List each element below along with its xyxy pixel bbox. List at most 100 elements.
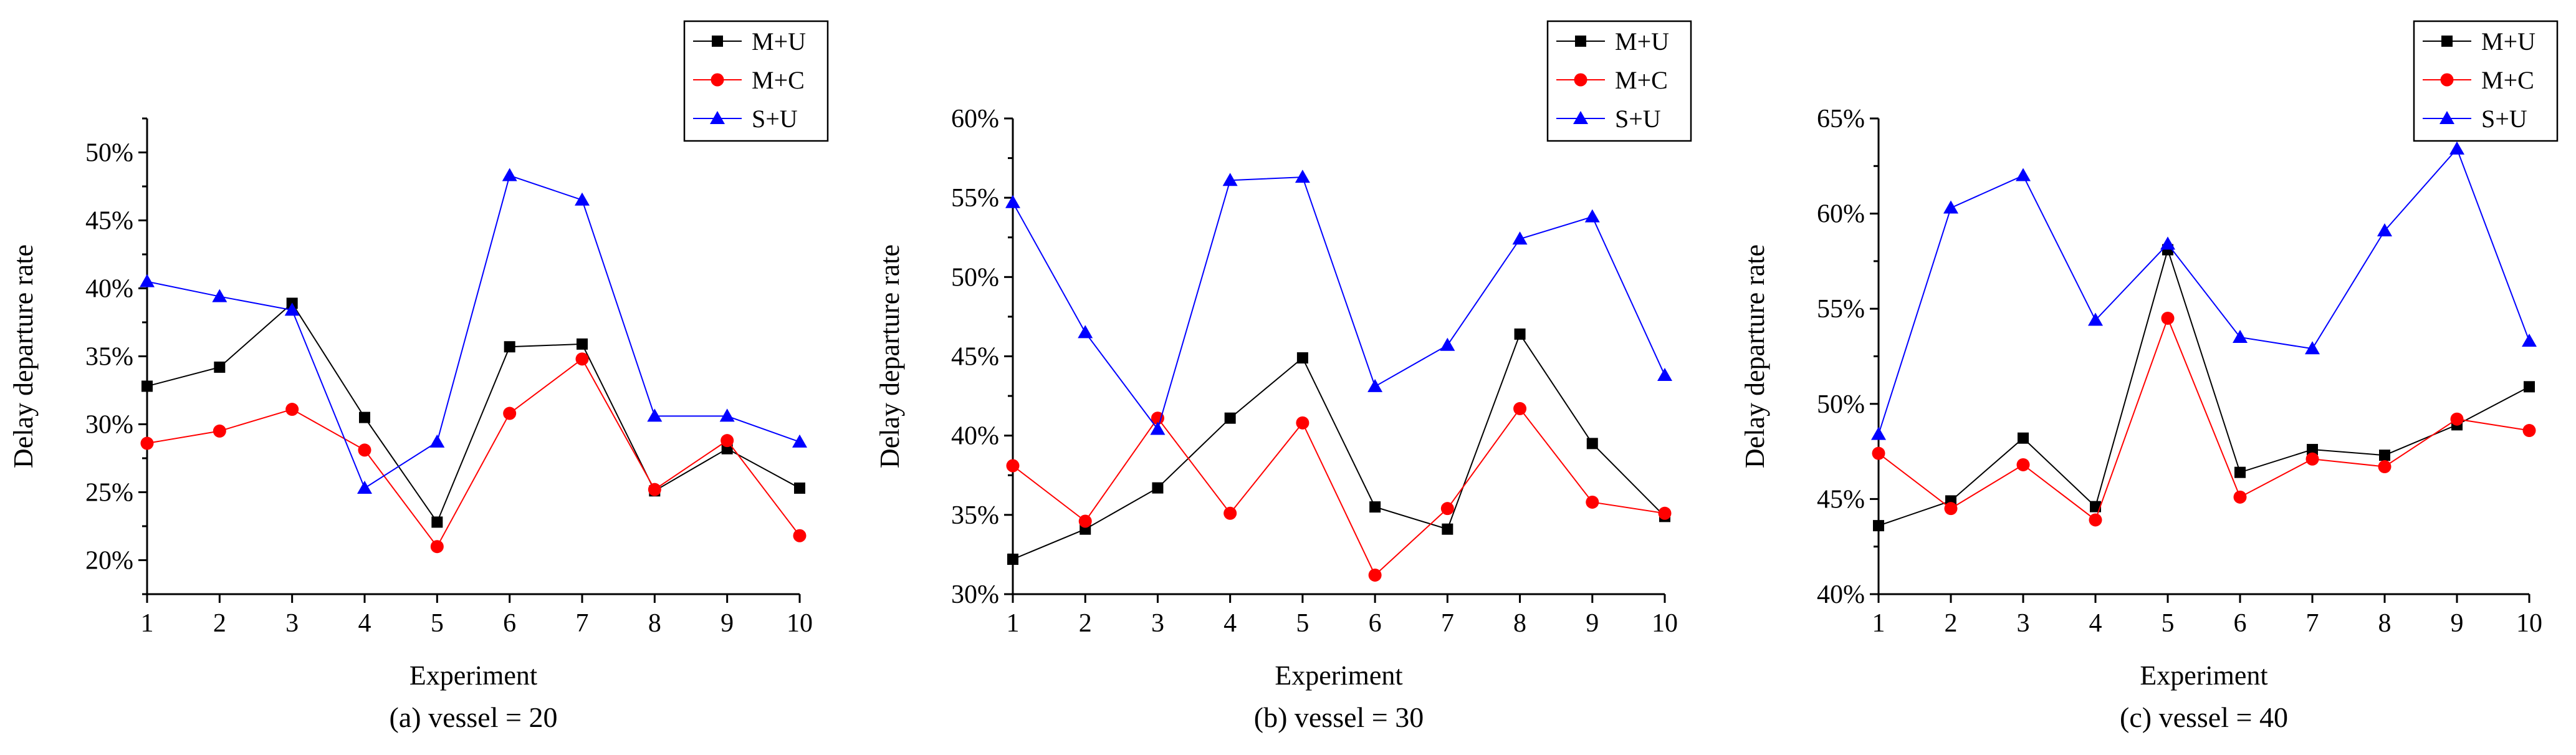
data-point: [1078, 325, 1093, 339]
y-tick-label: 50%: [85, 139, 133, 168]
data-point: [357, 480, 372, 494]
x-tick-label: 10: [1652, 609, 1678, 638]
series-line: [146, 175, 800, 489]
data-point: [2305, 452, 2319, 466]
y-tick-label: 60%: [951, 105, 999, 133]
legend-label: S+U: [1615, 105, 1661, 133]
data-point: [1943, 200, 1958, 214]
legend-label: M+C: [752, 66, 805, 94]
data-point: [1586, 495, 1599, 509]
x-tick-label: 1: [141, 609, 154, 638]
data-point: [577, 338, 588, 350]
data-point: [2522, 334, 2537, 347]
data-point: [1006, 459, 1020, 473]
data-point: [1873, 520, 1884, 532]
chart-caption: (c) vessel = 40: [2120, 701, 2288, 733]
data-point: [1584, 209, 1600, 223]
x-tick-label: 4: [358, 609, 371, 638]
data-point: [1440, 502, 1454, 516]
legend-marker: [711, 73, 724, 87]
legend-label: M+C: [1615, 66, 1668, 94]
data-point: [2234, 466, 2246, 478]
chart-panel: 1 2 3 4 5 6 7 8 9 10 20% 25% 30% 35% 40% 45% 50% Experime…: [8, 20, 829, 733]
y-tick-label: 65%: [1817, 105, 1865, 133]
series-line: [146, 358, 800, 548]
data-point: [2016, 458, 2030, 471]
legend-label: S+U: [752, 105, 798, 133]
x-tick-label: 1: [1872, 609, 1885, 638]
data-point: [792, 434, 807, 448]
data-point: [794, 482, 805, 494]
x-tick-label: 3: [2017, 609, 2030, 638]
series-line: [146, 302, 800, 524]
series-M+C: [1006, 402, 1672, 582]
data-point: [2016, 168, 2031, 181]
data-point: [2160, 236, 2175, 250]
data-point: [1658, 506, 1672, 520]
series-S+U: [1005, 170, 1672, 435]
data-point: [2090, 501, 2101, 512]
data-point: [1295, 170, 1310, 183]
data-point: [141, 380, 153, 392]
y-tick-label: 45%: [951, 343, 999, 372]
legend-marker: [1575, 36, 1586, 47]
x-tick-label: 5: [2162, 609, 2175, 638]
legend-marker: [1574, 73, 1587, 87]
data-point: [2233, 490, 2247, 504]
x-tick-label: 1: [1007, 609, 1020, 638]
series-M+U: [1873, 244, 2535, 532]
x-tick-label: 9: [721, 609, 734, 638]
data-point: [2377, 223, 2392, 237]
y-tick-label: 35%: [85, 343, 133, 372]
y-tick-label: 45%: [1817, 485, 1865, 514]
data-point: [2379, 450, 2390, 461]
data-point: [284, 302, 300, 316]
data-point: [429, 434, 445, 448]
y-tick-label: 55%: [951, 184, 999, 213]
data-point: [358, 443, 371, 457]
legend-marker: [1573, 111, 1588, 124]
y-tick-label: 30%: [951, 580, 999, 609]
data-point: [2233, 329, 2248, 343]
x-tick-label: 5: [431, 609, 444, 638]
series-S+U: [1871, 141, 2537, 440]
data-point: [285, 403, 299, 416]
x-tick-label: 7: [576, 609, 589, 638]
x-tick-label: 6: [503, 609, 516, 638]
y-tick-label: 35%: [951, 501, 999, 530]
series-M+C: [140, 352, 807, 554]
data-point: [1442, 523, 1453, 535]
data-point: [1296, 416, 1310, 430]
data-point: [719, 408, 735, 422]
data-point: [140, 274, 155, 287]
data-point: [1944, 502, 1958, 516]
data-point: [2522, 424, 2536, 438]
y-tick-label: 45%: [85, 207, 133, 236]
legend-label: M+U: [2481, 27, 2535, 55]
data-point: [1513, 402, 1527, 415]
data-point: [2524, 381, 2535, 393]
chart-panel: 1 2 3 4 5 6 7 8 9 10 30% 35% 40% 45% 50% 55% 60% Experime…: [874, 20, 1692, 733]
legend-label: M+U: [1615, 27, 1669, 55]
data-point: [1223, 506, 1237, 520]
series-line: [1878, 248, 2530, 527]
x-tick-label: 7: [2306, 609, 2319, 638]
x-axis-label: Experiment: [2140, 660, 2267, 691]
legend-label: M+U: [752, 27, 806, 55]
data-point: [1151, 411, 1164, 425]
data-point: [793, 529, 807, 542]
y-tick-label: 25%: [85, 479, 133, 507]
x-tick-label: 2: [1945, 609, 1958, 638]
x-tick-label: 9: [2451, 609, 2464, 638]
data-point: [2307, 444, 2318, 456]
data-point: [1222, 173, 1238, 186]
data-point: [1368, 568, 1382, 582]
data-point: [359, 411, 370, 423]
data-point: [1005, 195, 1020, 208]
chart-panels: 1 2 3 4 5 6 7 8 9 10 20% 25% 30% 35% 40% 45% 50% Experime…: [8, 20, 2559, 733]
x-tick-label: 8: [1513, 609, 1526, 638]
data-point: [1369, 501, 1381, 513]
x-tick-label: 7: [1441, 609, 1454, 638]
data-point: [1872, 446, 1885, 460]
